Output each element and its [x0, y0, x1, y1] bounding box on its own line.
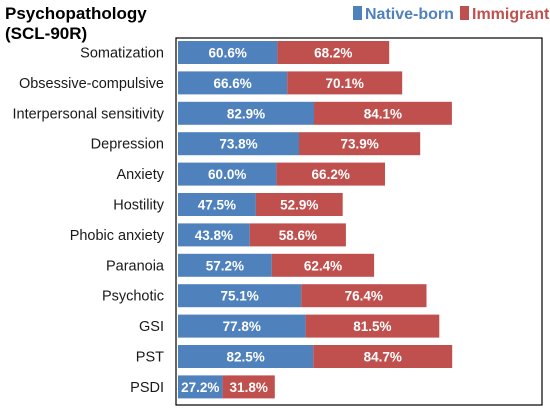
- legend-label-immigrant: Immigrant: [472, 6, 550, 23]
- data-label-immigrant-gsi: 81.5%: [353, 319, 391, 334]
- data-label-immigrant-hostility: 52.9%: [280, 198, 318, 213]
- bar-immigrant-psdi: [222, 375, 275, 399]
- bar-native-born-obsessive-compulsive: [178, 71, 288, 95]
- category-label-phobic-anxiety: Phobic anxiety: [70, 228, 165, 244]
- legend-swatch-native-born: [353, 6, 362, 20]
- category-label-psychotic: Psychotic: [102, 289, 164, 305]
- category-label-obsessive-compulsive: Obsessive-compulsive: [19, 76, 164, 92]
- data-label-native-born-gsi: 77.8%: [223, 319, 261, 334]
- category-label-psdi: PSDI: [130, 380, 164, 396]
- bar-immigrant-anxiety: [276, 162, 385, 186]
- bar-immigrant-psychotic: [301, 284, 427, 308]
- data-label-immigrant-anxiety: 66.2%: [312, 167, 350, 182]
- bar-native-born-anxiety: [178, 162, 277, 186]
- bar-native-born-somatization: [178, 41, 278, 64]
- bar-immigrant-obsessive-compulsive: [287, 71, 403, 95]
- data-label-native-born-anxiety: 60.0%: [208, 167, 246, 182]
- data-label-native-born-interpersonal-sensitivity: 82.9%: [227, 106, 265, 121]
- data-label-native-born-psdi: 27.2%: [181, 380, 219, 395]
- bar-native-born-paranoia: [178, 253, 272, 277]
- bar-native-born-interpersonal-sensitivity: [178, 101, 314, 125]
- category-label-interpersonal-sensitivity: Interpersonal sensitivity: [12, 106, 164, 122]
- category-label-depression: Depression: [91, 137, 164, 153]
- bars: 60.6% 68.2% 66.6% 70.1% 82.9% 84.1% 73.8% 73.9%…: [178, 41, 453, 399]
- plot-area-frame: [175, 37, 543, 406]
- data-label-native-born-hostility: 47.5%: [198, 198, 236, 213]
- category-label-paranoia: Paranoia: [106, 258, 165, 274]
- data-label-immigrant-depression: 73.9%: [340, 137, 378, 152]
- bar-native-born-psdi: [178, 375, 223, 399]
- category-label-anxiety: Anxiety: [116, 167, 164, 183]
- bar-native-born-hostility: [178, 193, 256, 216]
- category-label-hostility: Hostility: [113, 198, 165, 214]
- data-label-immigrant-obsessive-compulsive: 70.1%: [326, 76, 364, 91]
- data-label-native-born-paranoia: 57.2%: [206, 258, 244, 273]
- bar-immigrant-somatization: [277, 41, 390, 64]
- bar-immigrant-phobic-anxiety: [249, 223, 346, 247]
- category-label-somatization: Somatization: [80, 46, 164, 62]
- category-label-pst: PST: [136, 350, 164, 366]
- data-label-native-born-phobic-anxiety: 43.8%: [195, 228, 233, 243]
- bar-immigrant-pst: [313, 345, 453, 368]
- data-label-native-born-psychotic: 75.1%: [220, 289, 258, 304]
- bar-immigrant-hostility: [255, 193, 343, 216]
- data-label-immigrant-somatization: 68.2%: [314, 46, 352, 61]
- data-label-native-born-obsessive-compulsive: 66.6%: [213, 76, 251, 91]
- legend-swatch-immigrant: [460, 6, 469, 20]
- data-label-immigrant-interpersonal-sensitivity: 84.1%: [364, 106, 402, 121]
- data-label-immigrant-paranoia: 62.4%: [304, 258, 342, 273]
- legend-label-native-born: Native-born: [365, 6, 454, 23]
- bar-immigrant-depression: [299, 132, 421, 156]
- bar-immigrant-paranoia: [271, 253, 375, 277]
- bar-native-born-depression: [178, 132, 299, 156]
- category-label-gsi: GSI: [139, 319, 164, 335]
- data-label-immigrant-pst: 84.7%: [364, 350, 402, 365]
- bar-native-born-gsi: [178, 314, 306, 338]
- data-label-native-born-depression: 73.8%: [219, 137, 257, 152]
- chart-title-line2: (SCL-90R): [5, 24, 87, 43]
- data-label-immigrant-phobic-anxiety: 58.6%: [279, 228, 317, 243]
- bar-native-born-psychotic: [178, 284, 302, 308]
- bar-native-born-phobic-anxiety: [178, 223, 250, 247]
- category-labels: Somatization Obsessive-compulsive Interper…: [12, 46, 164, 396]
- chart-title-line1: Psychopathology: [5, 4, 147, 23]
- data-label-immigrant-psdi: 31.8%: [230, 380, 268, 395]
- data-label-immigrant-psychotic: 76.4%: [345, 289, 383, 304]
- legend: Native-born Immigrant: [353, 6, 550, 23]
- bar-immigrant-gsi: [305, 314, 440, 338]
- data-label-native-born-pst: 82.5%: [226, 350, 264, 365]
- bar-immigrant-interpersonal-sensitivity: [314, 101, 452, 125]
- data-label-native-born-somatization: 60.6%: [209, 46, 247, 61]
- bar-native-born-pst: [178, 345, 314, 368]
